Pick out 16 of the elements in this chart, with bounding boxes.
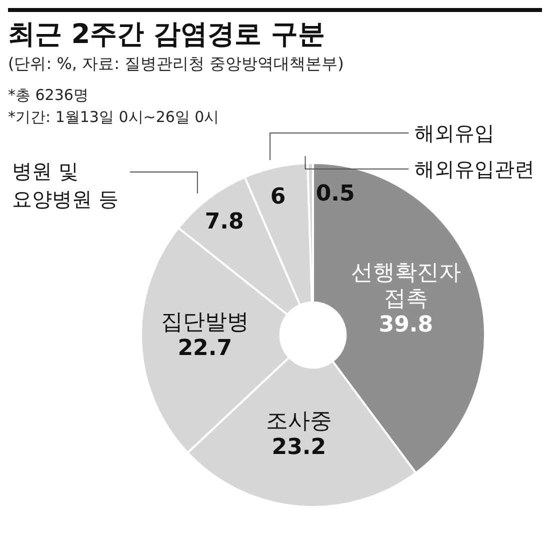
slice-label: 집단발병 — [160, 310, 249, 336]
slice-label: 해외유입관련 — [414, 157, 535, 181]
data-label: 6 — [270, 184, 286, 210]
slice-label: 병원 및 요양병원 등 — [12, 159, 118, 211]
slice-label: 해외유입 — [414, 121, 495, 145]
slice-label: 선행확진자 접촉 — [350, 260, 461, 312]
data-label: 39.8 — [378, 312, 434, 338]
data-label: 0.5 — [316, 181, 355, 206]
data-label: 22.7 — [178, 336, 232, 362]
data-label: 7.8 — [204, 210, 244, 235]
chart-title: 최근 2주간 감염경로 구분 — [8, 18, 326, 52]
text: *총 6236명 — [8, 85, 90, 106]
text: *기간: 1월13일 0시~26일 0시 — [8, 108, 220, 126]
chart-subtitle: (단위: %, 자료: 질병관리청 중앙방역대책본부) — [8, 53, 345, 75]
slice-label: 조사중 — [266, 408, 332, 434]
data-label: 23.2 — [272, 434, 326, 460]
